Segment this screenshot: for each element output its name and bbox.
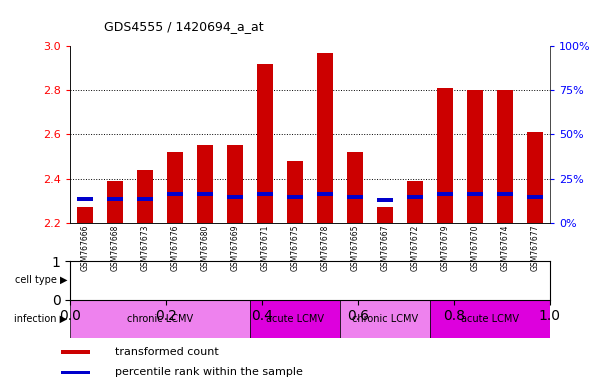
Text: transformed count: transformed count: [115, 347, 219, 357]
Bar: [70, 300, 250, 338]
Bar: [70, 261, 340, 300]
Bar: [107, 181, 123, 223]
Bar: [527, 195, 543, 199]
Text: GSM767668: GSM767668: [111, 225, 120, 271]
Text: GSM767675: GSM767675: [291, 225, 299, 271]
Bar: [437, 192, 453, 197]
Text: GSM767667: GSM767667: [381, 225, 390, 271]
Bar: [377, 207, 393, 223]
Text: secondary effector CD8 T cells: secondary effector CD8 T cells: [370, 275, 519, 285]
Bar: [107, 197, 123, 201]
Text: acute LCMV: acute LCMV: [266, 314, 324, 324]
Text: GSM767676: GSM767676: [170, 225, 180, 271]
Text: GSM767673: GSM767673: [141, 225, 150, 271]
Text: GSM767672: GSM767672: [411, 225, 420, 271]
Bar: [497, 90, 513, 223]
Bar: [467, 90, 483, 223]
Bar: [287, 195, 303, 199]
Bar: [340, 300, 430, 338]
Text: GSM767677: GSM767677: [530, 225, 540, 271]
Bar: [527, 132, 543, 223]
Text: primary effector CD8 T cells: primary effector CD8 T cells: [137, 275, 274, 285]
Bar: [227, 195, 243, 199]
Bar: [167, 192, 183, 197]
Bar: [347, 195, 364, 199]
Text: chronic LCMV: chronic LCMV: [352, 314, 418, 324]
Bar: [430, 300, 550, 338]
Bar: [167, 152, 183, 223]
Bar: [347, 152, 364, 223]
Bar: [77, 207, 93, 223]
Bar: [340, 261, 550, 300]
Text: GSM767670: GSM767670: [470, 225, 480, 271]
Bar: [197, 192, 213, 197]
Bar: [227, 146, 243, 223]
Bar: [257, 64, 273, 223]
Bar: [317, 192, 334, 197]
Text: acute LCMV: acute LCMV: [461, 314, 519, 324]
Bar: [317, 53, 334, 223]
Bar: [407, 181, 423, 223]
Bar: [287, 161, 303, 223]
Bar: [137, 197, 153, 201]
Bar: [497, 192, 513, 197]
Text: percentile rank within the sample: percentile rank within the sample: [115, 367, 302, 377]
Bar: [437, 88, 453, 223]
Bar: [61, 350, 90, 354]
Bar: [257, 192, 273, 197]
Text: GSM767678: GSM767678: [321, 225, 329, 271]
Text: chronic LCMV: chronic LCMV: [127, 314, 193, 324]
Text: cell type ▶: cell type ▶: [15, 275, 67, 285]
Bar: [377, 198, 393, 202]
Bar: [407, 195, 423, 199]
Bar: [61, 371, 90, 374]
Text: GSM767669: GSM767669: [230, 225, 240, 271]
Text: GSM767680: GSM767680: [200, 225, 210, 271]
Text: GSM767666: GSM767666: [81, 225, 90, 271]
Text: GSM767674: GSM767674: [500, 225, 510, 271]
Bar: [77, 197, 93, 201]
Bar: [467, 192, 483, 197]
Bar: [250, 300, 340, 338]
Text: infection ▶: infection ▶: [14, 314, 67, 324]
Text: GDS4555 / 1420694_a_at: GDS4555 / 1420694_a_at: [104, 20, 263, 33]
Bar: [197, 146, 213, 223]
Text: GSM767679: GSM767679: [441, 225, 450, 271]
Text: GSM767665: GSM767665: [351, 225, 359, 271]
Text: GSM767671: GSM767671: [261, 225, 269, 271]
Bar: [137, 170, 153, 223]
